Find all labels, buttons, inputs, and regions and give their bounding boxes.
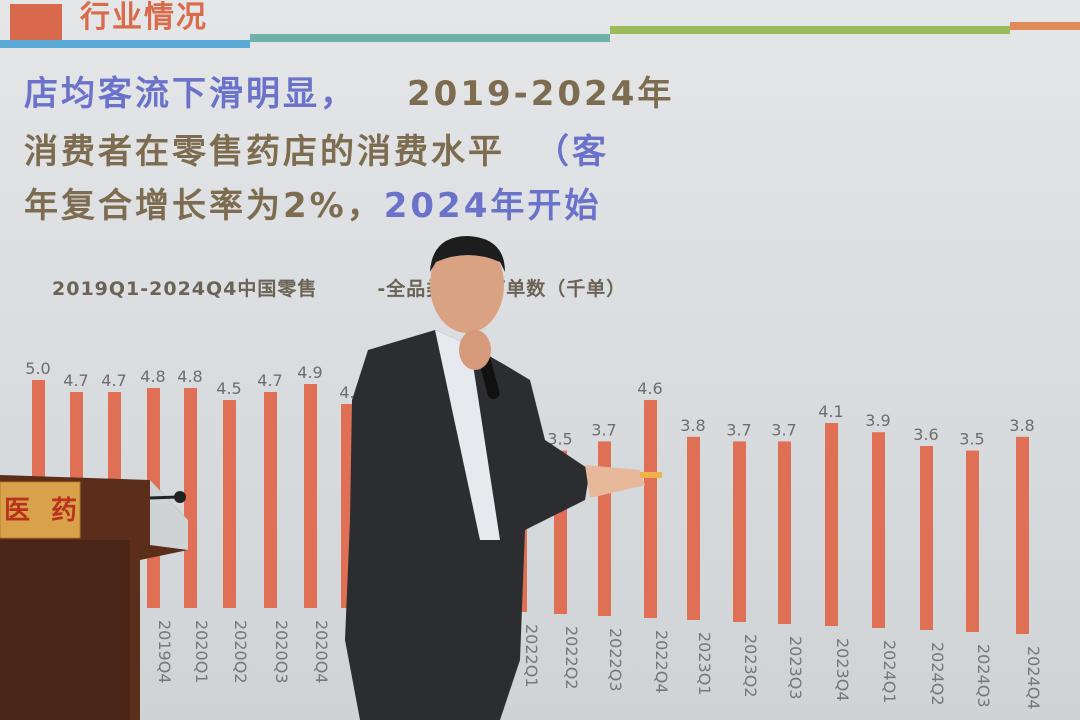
value-label-2022Q4: 4.6: [637, 379, 662, 398]
value-label-2024Q2: 3.6: [913, 425, 938, 444]
category-label-2020Q3: 2020Q3: [272, 620, 291, 684]
value-label-2019Q4: 4.8: [140, 367, 165, 386]
headline-line-2: 消费者在零售药店的消费水平 （客: [24, 124, 609, 173]
value-label-2019Q2: 4.7: [63, 371, 88, 390]
bar-2023Q2: [733, 441, 746, 622]
stripe-orange: [1010, 22, 1080, 30]
bar-2022Q4: [644, 400, 657, 618]
bar-2020Q4: [304, 384, 317, 608]
headline-highlight: 店均客流下滑明显，: [24, 74, 357, 114]
value-label-2023Q3: 3.7: [771, 420, 796, 439]
value-label-2021Q1: 4.: [339, 383, 354, 402]
headline-years: 2019-2024年: [407, 74, 675, 114]
value-label-2023Q1: 3.8: [680, 416, 705, 435]
bar-2020Q2: [223, 400, 236, 608]
slide-logo-block: [10, 4, 62, 42]
category-label-2019Q4: 2019Q4: [155, 620, 174, 684]
section-title: 行业情况: [80, 0, 208, 35]
bar-2020Q1: [184, 388, 197, 608]
value-label-2020Q3: 4.7: [257, 371, 282, 390]
category-label-2022Q2: 2022Q2: [562, 626, 581, 690]
headline-line-1: 店均客流下滑明显， 2019-2024年: [24, 66, 674, 115]
bar-2024Q3: [966, 450, 979, 632]
presenter: [345, 236, 662, 720]
stripe-blue: [0, 40, 250, 48]
line2-paren: （客: [535, 132, 609, 172]
podium-sign-plate: [0, 481, 81, 539]
chart-title-a: 2019Q1-2024Q4中国零售: [52, 278, 318, 300]
presenter-head: [430, 237, 504, 333]
bar-2020Q3: [264, 392, 277, 608]
category-label-2023Q2: 2023Q2: [741, 634, 760, 698]
value-label-2019Q1: 5.0: [25, 359, 50, 378]
value-label-2020Q1: 4.8: [177, 367, 202, 386]
value-label-2019Q3: 4.7: [101, 371, 126, 390]
category-label-2020Q4: 2020Q4: [312, 620, 331, 684]
bar-2024Q4: [1016, 436, 1029, 634]
value-label-2023Q4: 4.1: [818, 402, 843, 421]
line3-highlight: 2024年开始: [383, 186, 602, 226]
value-label-2020Q4: 4.9: [297, 363, 322, 382]
category-label-2024Q1: 2024Q1: [880, 640, 899, 704]
value-label-2024Q3: 3.5: [959, 430, 984, 449]
laser-pointer: [640, 472, 662, 478]
category-label-2020Q2: 2020Q2: [231, 620, 250, 684]
stripe-green: [610, 26, 1010, 34]
category-label-2023Q3: 2023Q3: [786, 636, 805, 700]
category-label-2020Q1: 2020Q1: [192, 620, 211, 684]
value-label-2020Q2: 4.5: [216, 379, 241, 398]
category-label-2024Q4: 2024Q4: [1024, 646, 1043, 710]
category-label-2023Q1: 2023Q1: [695, 632, 714, 696]
bar-2023Q1: [687, 436, 700, 620]
category-label-2022Q4: 2022Q4: [652, 630, 671, 694]
bar-2024Q1: [872, 432, 885, 628]
category-label-2023Q4: 2023Q4: [833, 638, 852, 702]
podium-sign-text: 医 药: [4, 496, 84, 526]
category-label-2024Q3: 2024Q3: [974, 644, 993, 708]
bar-2023Q3: [778, 441, 791, 624]
value-label-2022Q3: 3.7: [591, 420, 616, 439]
value-label-2024Q4: 3.8: [1009, 416, 1034, 435]
bar-2024Q2: [920, 446, 933, 630]
bar-2023Q4: [825, 423, 838, 626]
headline-line-3: 年复合增长率为2%，2024年开始: [24, 178, 601, 227]
category-label-2024Q2: 2024Q2: [928, 642, 947, 706]
line2-text: 消费者在零售药店的消费水平: [24, 132, 505, 172]
stripe-teal: [250, 34, 610, 42]
value-label-2023Q2: 3.7: [726, 420, 751, 439]
category-label-2022Q3: 2022Q3: [606, 628, 625, 692]
podium: [0, 475, 188, 720]
line3-text: 年复合增长率为2%，: [24, 186, 384, 226]
value-label-2022Q2: 3.5: [547, 430, 572, 449]
category-label-2022Q1: 2022Q1: [522, 624, 541, 688]
value-label-2024Q1: 3.9: [865, 411, 890, 430]
podium-microphone: [149, 495, 179, 500]
